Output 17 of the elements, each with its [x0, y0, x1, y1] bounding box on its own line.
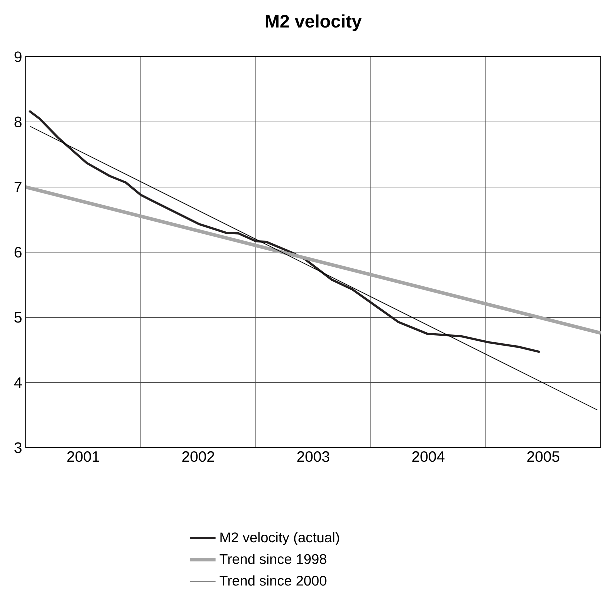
y-tick-label: 5	[14, 312, 22, 323]
y-tick-label: 6	[14, 247, 22, 258]
x-tick-label: 2005	[527, 452, 560, 462]
x-tick-label: 2003	[297, 452, 330, 462]
y-tick-label: 8	[14, 116, 22, 128]
line-series	[28, 110, 541, 354]
y-tick-label: 9	[14, 52, 22, 62]
y-tick-label: 4	[14, 378, 22, 388]
x-tick-label: 2004	[412, 452, 445, 462]
x-tick-label: 2001	[67, 452, 100, 462]
y-tick-label: 7	[14, 182, 22, 192]
legend-label: Trend since 2000	[220, 576, 326, 586]
x-tick-label: 2002	[182, 452, 214, 462]
legend-label: M2 velocity (actual)	[220, 532, 340, 546]
chart-title: M2 velocity	[266, 14, 362, 32]
y-tick-label: 3	[14, 442, 22, 454]
legend-label: Trend since 1998	[220, 554, 326, 564]
